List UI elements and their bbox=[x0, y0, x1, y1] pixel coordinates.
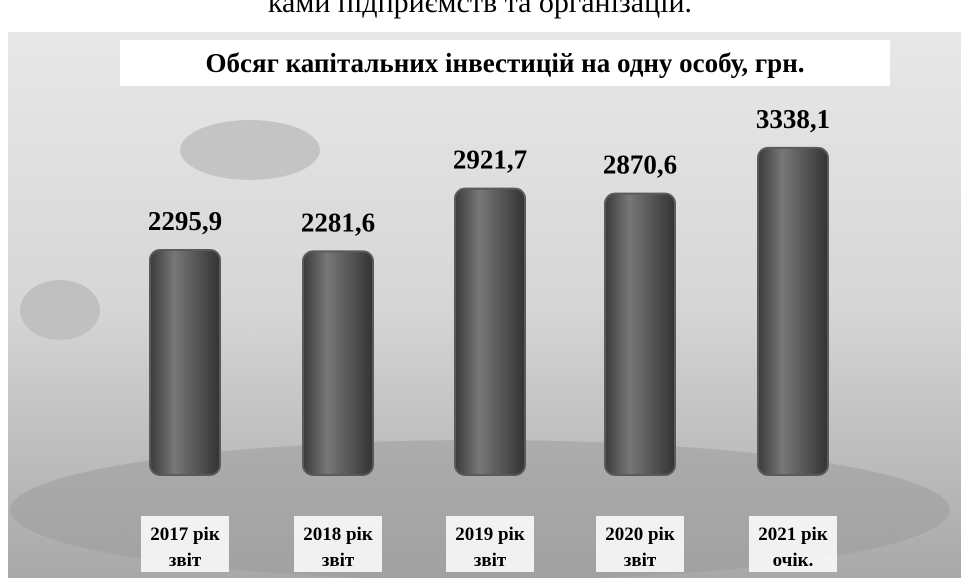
value-label: 2870,6 bbox=[603, 150, 677, 180]
chart: ками підприємств та організацій. Обсяг к… bbox=[0, 0, 961, 578]
x-tick-label: 2021 рік bbox=[758, 524, 828, 545]
value-label: 3338,1 bbox=[756, 104, 830, 134]
x-tick-label: звіт bbox=[474, 550, 507, 571]
x-tick-label: 2020 рік bbox=[605, 524, 675, 545]
bar bbox=[605, 194, 675, 475]
bar bbox=[758, 148, 828, 475]
x-tick-label: 2018 рік bbox=[303, 524, 373, 545]
coin-decoration bbox=[180, 120, 320, 180]
chart-title: Обсяг капітальних інвестицій на одну осо… bbox=[205, 48, 804, 78]
x-tick-label: звіт bbox=[169, 550, 202, 571]
coin-decoration bbox=[20, 280, 100, 340]
bar bbox=[150, 250, 220, 475]
x-tick-label: очік. bbox=[773, 550, 814, 571]
value-label: 2281,6 bbox=[301, 207, 375, 237]
bar bbox=[303, 251, 373, 475]
x-tick-label: 2019 рік bbox=[455, 524, 525, 545]
value-label: 2295,9 bbox=[148, 206, 222, 236]
x-tick-label: 2017 рік bbox=[150, 524, 220, 545]
bar bbox=[455, 189, 525, 475]
x-tick-label: звіт bbox=[322, 550, 355, 571]
value-label: 2921,7 bbox=[453, 145, 527, 175]
x-tick-label: звіт bbox=[624, 550, 657, 571]
caption: ками підприємств та організацій. bbox=[268, 0, 692, 19]
